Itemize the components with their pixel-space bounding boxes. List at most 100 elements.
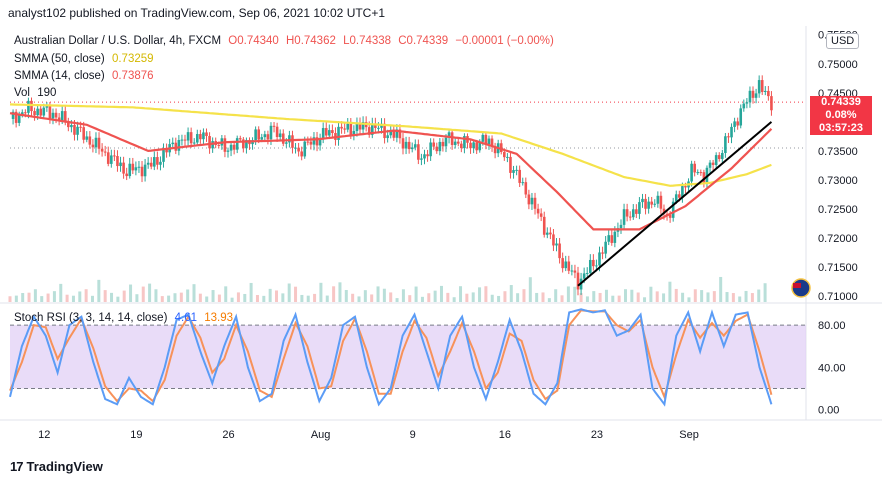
volume-bar — [604, 289, 608, 302]
candle-body — [235, 138, 239, 150]
candle-body — [435, 146, 439, 152]
volume-bar — [325, 295, 329, 302]
time-tick-label: 12 — [38, 429, 50, 441]
candle-body — [610, 235, 614, 243]
candle-body — [266, 134, 270, 140]
candle-body — [631, 209, 635, 218]
candle-body — [607, 235, 611, 242]
volume-bar — [693, 289, 697, 302]
low-value: L0.74338 — [343, 35, 392, 47]
smma50-line — [9, 103, 772, 187]
volume-bar — [687, 297, 691, 302]
volume-bar — [275, 290, 279, 302]
volume-bar — [217, 294, 221, 302]
candle-body — [312, 137, 316, 145]
volume-bar — [439, 285, 443, 302]
candle-body — [469, 142, 472, 149]
candle-body — [763, 90, 767, 92]
smma50-label: SMMA (50, close) — [14, 53, 105, 65]
symbol-name[interactable]: Australian Dollar / U.S. Dollar, 4h, FXC… — [14, 35, 222, 47]
candle-body — [309, 141, 313, 145]
price-tick-label: 0.72500 — [818, 204, 858, 216]
tradingview-footer[interactable]: 17 TradingView — [10, 459, 103, 474]
volume-bar — [490, 294, 494, 302]
candle-body — [674, 194, 678, 202]
price-tick-label: 0.71000 — [818, 291, 858, 303]
candle-body — [33, 111, 36, 116]
volume-bar — [516, 293, 520, 302]
volume-bar — [14, 295, 18, 302]
candle-body — [539, 213, 543, 217]
candle-body — [275, 126, 279, 138]
candle-body — [355, 123, 359, 132]
volume-bar — [382, 288, 386, 302]
candle-body — [24, 112, 27, 114]
volume-bar — [478, 287, 482, 302]
candle-body — [202, 132, 205, 140]
candle-body — [76, 126, 79, 135]
candle-body — [146, 162, 150, 165]
candle-body — [757, 80, 761, 94]
candle-body — [509, 156, 512, 173]
candle-body — [318, 139, 322, 146]
candle-body — [604, 241, 607, 254]
candle-body — [401, 138, 405, 149]
candle-body — [106, 152, 110, 164]
volume-bar — [160, 296, 164, 302]
candle-body — [582, 273, 586, 279]
volume-bar — [668, 281, 672, 302]
candle-body — [530, 197, 534, 205]
volume-legend[interactable]: Vol 190 — [14, 87, 56, 99]
candle-body — [546, 232, 549, 235]
stoch-rsi-legend[interactable]: Stoch RSI (3, 3, 14, 14, close) 4.61 13.… — [14, 312, 233, 324]
change-value: −0.00001 (−0.00%) — [455, 35, 554, 47]
close-value: C0.74339 — [398, 35, 449, 47]
volume-label: Vol — [14, 87, 30, 99]
candle-body — [278, 133, 282, 138]
volume-bar — [497, 295, 501, 302]
price-tick-label: 0.73500 — [818, 146, 858, 158]
volume-bar — [154, 289, 158, 302]
candle-body — [122, 162, 125, 174]
candle-body — [426, 154, 429, 157]
candle-body — [370, 123, 374, 135]
candle-body — [585, 272, 589, 274]
candle-body — [238, 138, 242, 140]
candle-body — [82, 127, 85, 140]
smma50-value: 0.73259 — [111, 53, 154, 65]
candle-body — [576, 272, 580, 290]
volume-bar — [592, 291, 596, 302]
volume-bar — [33, 289, 37, 302]
volume-bar — [700, 290, 704, 302]
volume-bar — [376, 286, 380, 302]
candle-body — [97, 137, 101, 149]
price-tick-label: 0.72000 — [818, 233, 858, 245]
smma50-legend[interactable]: SMMA (50, close) 0.73259 — [14, 53, 154, 65]
currency-button[interactable]: USD — [826, 33, 860, 49]
candle-body — [684, 186, 687, 188]
candle-body — [730, 126, 733, 138]
candle-body — [143, 164, 147, 177]
candle-body — [257, 129, 260, 140]
volume-bar — [236, 292, 240, 302]
candle-body — [493, 146, 497, 154]
candle-body — [27, 100, 30, 113]
volume-bar — [46, 293, 50, 302]
candle-body — [555, 243, 558, 246]
candle-body — [413, 144, 417, 148]
candle-body — [524, 182, 528, 195]
candle-body — [48, 106, 52, 119]
candle-body — [453, 141, 457, 145]
smma14-legend[interactable]: SMMA (14, close) 0.73876 — [14, 70, 154, 82]
candle-body — [281, 133, 285, 144]
volume-bar — [65, 294, 69, 302]
candle-body — [407, 141, 411, 150]
volume-bar — [649, 286, 653, 302]
candle-body — [767, 90, 770, 97]
candle-body — [306, 141, 310, 143]
candle-body — [754, 93, 758, 98]
tradingview-brand: TradingView — [26, 459, 103, 474]
candle-body — [644, 198, 647, 209]
candle-body — [601, 252, 604, 254]
